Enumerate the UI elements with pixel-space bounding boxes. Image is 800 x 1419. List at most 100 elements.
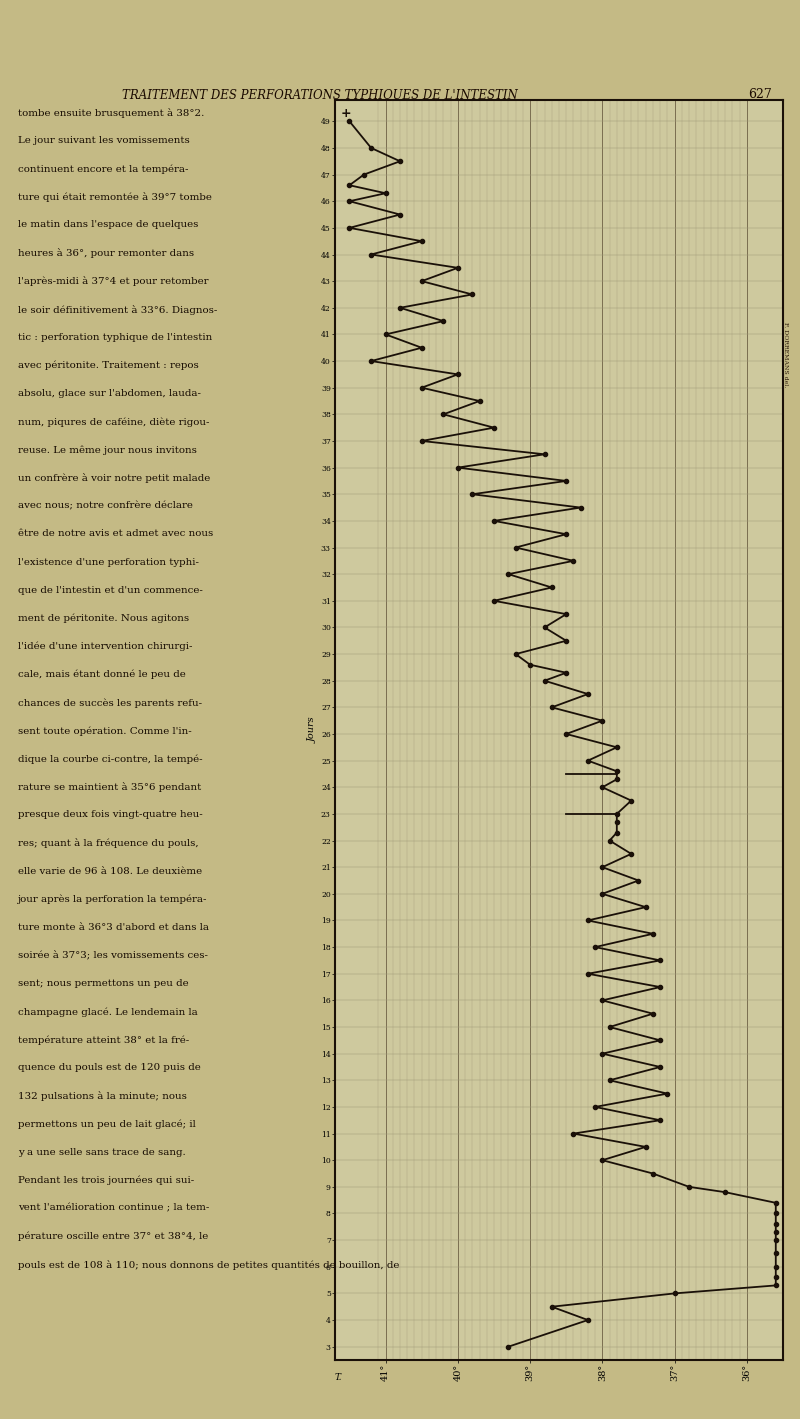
Point (560, 722, 573, 745)
Text: heures à 36°, pour remonter dans: heures à 36°, pour remonter dans (18, 248, 194, 258)
Text: res; quant à la fréquence du pouls,: res; quant à la fréquence du pouls, (18, 839, 198, 849)
Point (343, 175, 356, 197)
Text: permettons un peu de lait glacé; il: permettons un peu de lait glacé; il (18, 1120, 195, 1130)
Point (365, 136, 378, 159)
Text: num, piqures de caféine, diète rigou-: num, piqures de caféine, diète rigou- (18, 417, 209, 427)
Point (770, 1213, 782, 1236)
Text: dique la courbe ci-contre, la tempé-: dique la courbe ci-contre, la tempé- (18, 755, 202, 763)
Text: ture qui était remontée à 39°7 tombe: ture qui était remontée à 39°7 tombe (18, 193, 211, 201)
Point (415, 270, 428, 292)
Point (770, 1229, 782, 1252)
Text: continuent encore et la tempéra-: continuent encore et la tempéra- (18, 165, 188, 173)
Point (770, 1266, 782, 1288)
Point (437, 403, 450, 426)
Point (668, 1281, 681, 1304)
Text: le soir définitivement à 33°6. Diagnos-: le soir définitivement à 33°6. Diagnos- (18, 305, 217, 315)
Point (661, 1083, 674, 1105)
Text: sent toute opération. Comme l'in-: sent toute opération. Comme l'in- (18, 727, 191, 735)
Point (682, 1175, 695, 1198)
Point (415, 376, 428, 399)
Text: absolu, glace sur l'abdomen, lauda-: absolu, glace sur l'abdomen, lauda- (18, 389, 201, 397)
Point (639, 895, 652, 918)
Point (466, 482, 478, 505)
Text: avec péritonite. Traitement : repos: avec péritonite. Traitement : repos (18, 360, 198, 370)
Point (567, 549, 580, 572)
Text: chances de succès les parents refu-: chances de succès les parents refu- (18, 698, 202, 708)
Point (610, 810, 623, 833)
Point (574, 497, 587, 519)
Text: pérature oscille entre 37° et 38°4, le: pérature oscille entre 37° et 38°4, le (18, 1232, 208, 1242)
Text: y a une selle sans trace de sang.: y a une selle sans trace de sang. (18, 1148, 186, 1156)
Point (654, 1056, 666, 1078)
Point (770, 1256, 782, 1279)
Point (560, 630, 573, 653)
Point (625, 789, 638, 812)
Text: avec nous; notre confrère déclare: avec nous; notre confrère déclare (18, 501, 193, 511)
Text: l'après-midi à 37°4 et pour retomber: l'après-midi à 37°4 et pour retomber (18, 277, 208, 287)
Point (770, 1242, 782, 1264)
Point (770, 1192, 782, 1215)
Point (538, 670, 551, 692)
Point (394, 150, 406, 173)
Point (510, 643, 522, 666)
Text: jour après la perforation la tempéra-: jour après la perforation la tempéra- (18, 895, 207, 904)
Point (596, 883, 609, 905)
Text: vent l'amélioration continue ; la tem-: vent l'amélioration continue ; la tem- (18, 1203, 209, 1213)
Point (560, 522, 573, 545)
Point (770, 1202, 782, 1225)
Text: ment de péritonite. Nous agitons: ment de péritonite. Nous agitons (18, 614, 189, 623)
Point (546, 576, 558, 599)
Text: soirée à 37°3; les vomissements ces-: soirée à 37°3; les vomissements ces- (18, 951, 208, 961)
Text: un confrère à voir notre petit malade: un confrère à voir notre petit malade (18, 474, 210, 482)
Point (596, 1043, 609, 1066)
Point (560, 470, 573, 492)
Text: elle varie de 96 à 108. Le deuxième: elle varie de 96 à 108. Le deuxième (18, 867, 202, 876)
Text: l'existence d'une perforation typhi-: l'existence d'une perforation typhi- (18, 558, 198, 566)
Point (510, 536, 522, 559)
Point (718, 1181, 731, 1203)
Point (596, 710, 609, 732)
Point (610, 822, 623, 844)
Point (524, 653, 537, 675)
Point (596, 1149, 609, 1172)
Point (654, 976, 666, 999)
Text: que de l'intestin et d'un commence-: que de l'intestin et d'un commence- (18, 586, 202, 595)
Point (451, 363, 464, 386)
Point (589, 935, 602, 958)
Text: F. DORREMANS del.: F. DORREMANS del. (783, 322, 788, 387)
Point (451, 457, 464, 480)
Point (654, 949, 666, 972)
Point (466, 284, 478, 307)
Text: ture monte à 36°3 d'abord et dans la: ture monte à 36°3 d'abord et dans la (18, 922, 209, 932)
Point (546, 1296, 558, 1318)
Point (546, 695, 558, 718)
Point (394, 297, 406, 319)
Y-axis label: Jours: Jours (309, 717, 318, 742)
Text: Pendant les trois journées qui sui-: Pendant les trois journées qui sui- (18, 1176, 194, 1185)
Point (770, 1220, 782, 1243)
Point (358, 163, 370, 186)
Point (567, 1122, 580, 1145)
Point (379, 324, 392, 346)
Point (560, 661, 573, 684)
Point (379, 182, 392, 204)
Point (365, 349, 378, 372)
Point (589, 1095, 602, 1118)
Point (437, 309, 450, 332)
Text: tombe ensuite brusquement à 38°2.: tombe ensuite brusquement à 38°2. (18, 108, 204, 118)
Point (646, 922, 659, 945)
Point (632, 870, 645, 893)
Point (610, 736, 623, 759)
Text: sent; nous permettons un peu de: sent; nous permettons un peu de (18, 979, 188, 988)
Text: quence du pouls est de 120 puis de: quence du pouls est de 120 puis de (18, 1063, 200, 1073)
Point (473, 390, 486, 413)
Point (596, 989, 609, 1012)
Text: Le jour suivant les vomissements: Le jour suivant les vomissements (18, 136, 190, 145)
Text: reuse. Le même jour nous invitons: reuse. Le même jour nous invitons (18, 446, 197, 454)
Point (603, 829, 616, 851)
Point (343, 190, 356, 213)
Point (502, 1335, 515, 1358)
Point (582, 962, 594, 985)
Text: rature se maintient à 35°6 pendant: rature se maintient à 35°6 pendant (18, 782, 201, 792)
Text: 132 pulsations à la minute; nous: 132 pulsations à la minute; nous (18, 1091, 186, 1101)
